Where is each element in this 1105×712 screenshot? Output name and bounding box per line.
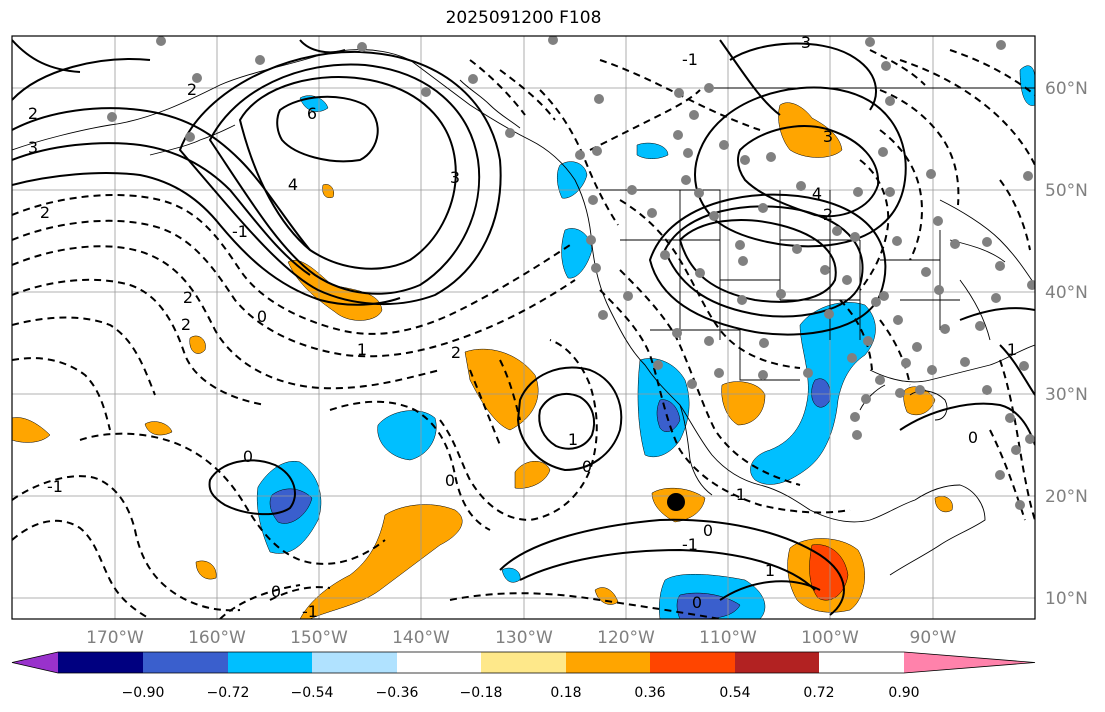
colorbar-segment [397,652,481,673]
lat-label: 10°N [1045,589,1088,609]
contour-label: 0 [257,307,267,326]
contour-label: 3 [450,168,460,187]
contour-label: 2 [181,315,191,334]
colorbar-tick: 0.36 [634,685,665,701]
contour-label: 1 [568,430,578,449]
contour-label: -1 [232,222,248,241]
lat-label: 40°N [1045,283,1088,303]
contour-label: 3 [801,33,811,52]
contour-label: 0 [582,457,592,476]
lat-label: 60°N [1045,79,1088,99]
colorbar-tick: −0.90 [122,685,165,701]
colorbar-outline [11,651,1036,674]
colorbar-segment [481,652,566,673]
storm-center-marker [667,493,685,511]
colorbar-segment [312,652,397,673]
contour-label: 3 [823,127,833,146]
contour-label: -1 [302,602,318,621]
colorbar-segment [566,652,650,673]
contour-label: 0 [271,582,281,601]
colorbar-segment [143,652,228,673]
latitude-labels: 60°N 50°N 40°N 30°N 20°N 10°N [1045,79,1088,609]
map-title: 2025091200 F108 [445,8,602,28]
lon-label: 110°W [699,628,757,648]
contour-label: -1 [682,50,698,69]
lat-label: 20°N [1045,487,1088,507]
colorbar-extend-max [904,652,1035,673]
lon-label: 140°W [392,628,450,648]
contour-label: 0 [692,593,702,612]
station-dots [107,36,1035,510]
colorbar-tick: 0.72 [803,685,834,701]
plot-area: 2 2 6 3 2 4 3 -1 2 2 0 1 2 3 4 2 3 -1 0 … [12,33,1035,621]
contour-label: 2 [451,343,461,362]
contour-label: 0 [703,521,713,540]
colorbar-tick: −0.36 [376,685,419,701]
colorbar-tick: 0.90 [888,685,919,701]
colorbar: −0.90 −0.72 −0.54 −0.36 −0.18 0.18 0.36 … [11,651,1036,701]
contour-labels: 2 2 6 3 2 4 3 -1 2 2 0 1 2 3 4 2 3 -1 0 … [28,33,1017,621]
coastlines [12,49,1035,576]
contour-label: 1 [1007,340,1017,359]
contour-label: 2 [28,104,38,123]
lat-label: 50°N [1045,181,1088,201]
contour-label: 2 [40,203,50,222]
contour-label: 2 [187,80,197,99]
lon-label: 160°W [188,628,246,648]
lon-label: 90°W [910,628,957,648]
contour-label: 1 [765,561,775,580]
lon-label: 150°W [290,628,348,648]
contour-label: -1 [47,477,63,496]
colorbar-segment [735,652,819,673]
colorbar-tick: 0.18 [550,685,581,701]
graticule [12,36,1035,619]
colorbar-segment [650,652,735,673]
lon-label: 170°W [86,628,144,648]
contour-label: 1 [357,340,367,359]
colorbar-tick: −0.54 [291,685,334,701]
lon-label: 100°W [801,628,859,648]
contour-label: -1 [730,485,746,504]
dashed-contours [12,49,1035,619]
longitude-labels: 170°W 160°W 150°W 140°W 130°W 120°W 110°… [86,628,957,648]
colorbar-segment [228,652,312,673]
colorbar-tick: −0.72 [207,685,250,701]
colorbar-segment [58,652,143,673]
colorbar-extend-min [12,652,58,673]
contour-label: 2 [823,205,833,224]
contour-label: 2 [183,288,193,307]
colorbar-tick: 0.54 [719,685,750,701]
contour-label: 6 [307,104,317,123]
colorbar-tick: −0.18 [460,685,503,701]
contour-label: 0 [968,428,978,447]
contour-label: 0 [243,447,253,466]
contour-label: 4 [812,184,822,203]
lat-label: 30°N [1045,385,1088,405]
lon-label: 130°W [495,628,553,648]
solid-contours [12,39,1035,616]
contour-label: -1 [682,535,698,554]
plot-frame [11,35,1036,620]
contour-label: 4 [288,175,298,194]
contour-label: 3 [28,138,38,157]
lon-label: 120°W [597,628,655,648]
contour-label: 0 [445,471,455,490]
